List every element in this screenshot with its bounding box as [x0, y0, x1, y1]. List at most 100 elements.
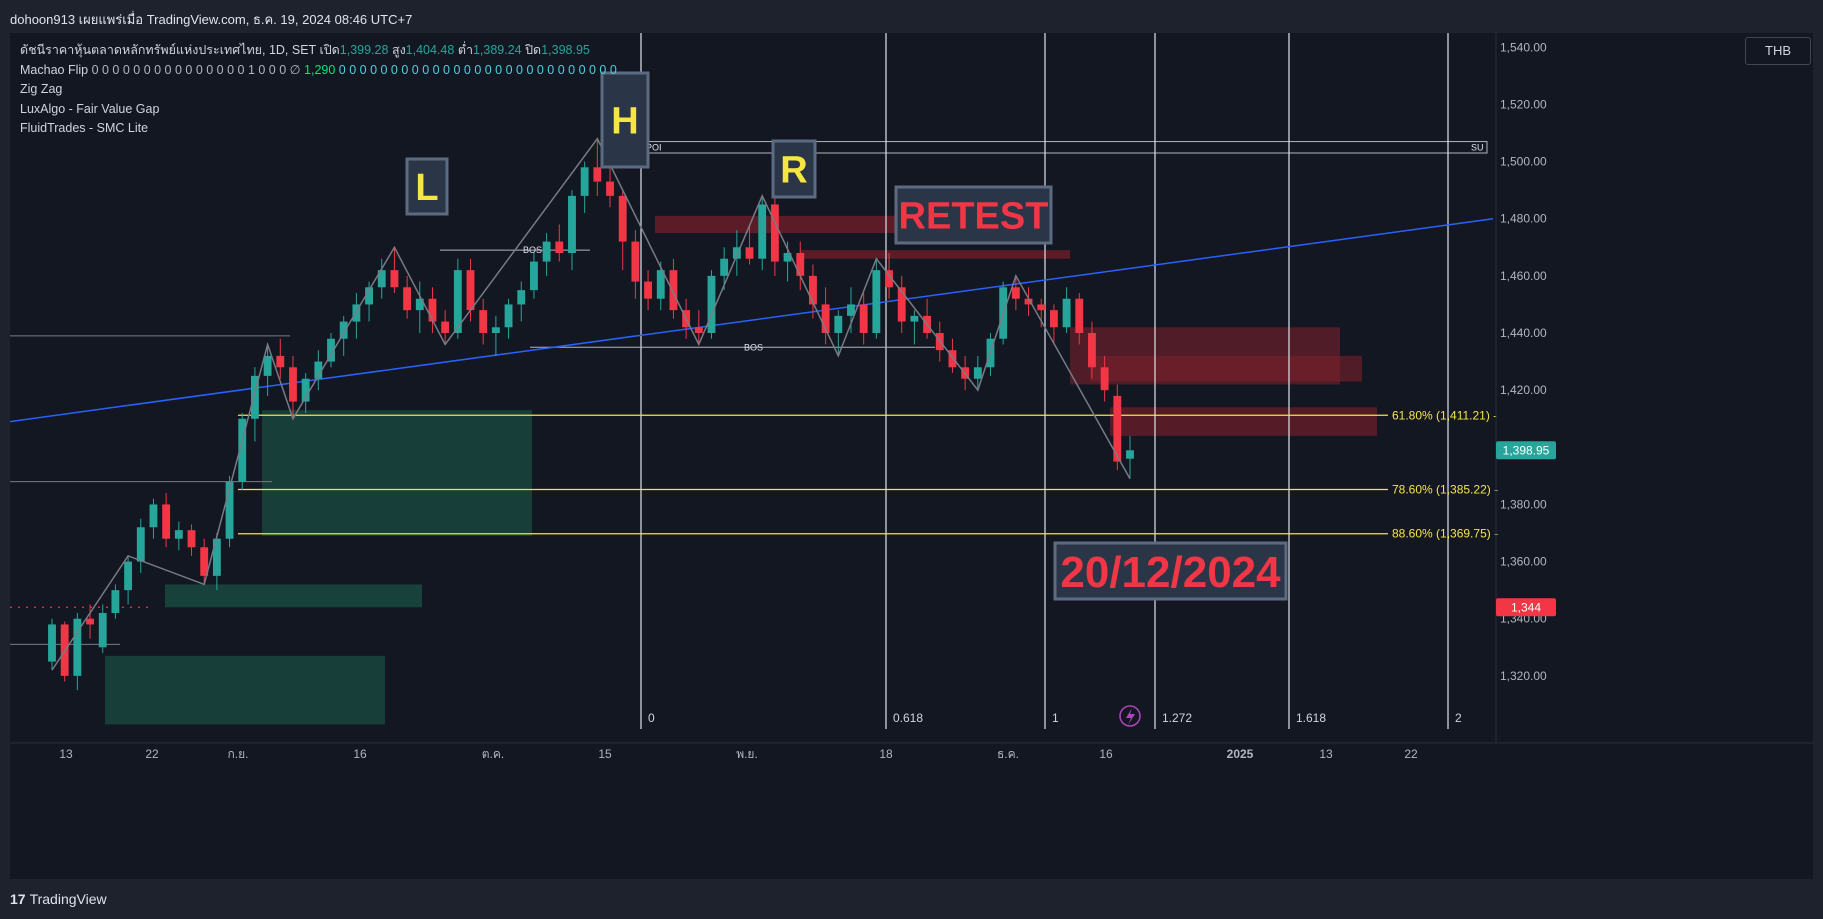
price-tick-label: 1,320.00: [1500, 669, 1547, 683]
poi-zone: [641, 141, 1488, 154]
low-value: 1,389.24: [472, 43, 522, 57]
lightning-icon: [1119, 705, 1141, 727]
candle-body: [403, 287, 412, 311]
candle-body: [263, 355, 272, 376]
price-tick-label: 1,480.00: [1500, 212, 1547, 226]
candle-body: [1011, 287, 1020, 299]
candle-body: [973, 367, 982, 379]
candle-body: [783, 253, 792, 262]
time-tick-label: ต.ค.: [482, 747, 505, 761]
annotation-l-box: [405, 157, 449, 216]
time-tick-label: 22: [1404, 747, 1418, 761]
candle-body: [491, 327, 500, 333]
machao-highlight: 1,290: [304, 62, 336, 77]
candle-body: [453, 270, 462, 333]
candle-body: [98, 613, 107, 648]
candle-body: [136, 527, 145, 562]
bos-label: BOS: [523, 245, 542, 255]
candle-body: [1088, 333, 1096, 368]
fib-time-label: 0.618: [893, 711, 923, 725]
candle-body: [529, 261, 538, 291]
fib-time-label: 1: [1052, 711, 1059, 725]
annotation-retest-box: [894, 185, 1053, 245]
chart-panel[interactable]: 0 0.618 1 1.272 1.618 2 61.80% (1,411.21) - 78…: [10, 33, 1813, 879]
candle-body: [707, 275, 716, 333]
legend-indicator-machao[interactable]: Machao Flip 0 0 0 0 0 0 0 0 0 0 0 0 0 0 …: [20, 61, 617, 81]
candle-body: [809, 275, 817, 305]
candle-body: [415, 298, 424, 311]
fib-time-lines: 0 0.618 1 1.272 1.618 2: [640, 33, 1462, 729]
time-tick-label: พ.ย.: [736, 747, 758, 761]
candle-body: [441, 321, 450, 333]
close-label: ปิด: [525, 43, 542, 57]
demand-zone: [262, 410, 532, 536]
candle-body: [1062, 298, 1071, 328]
candle-body: [1049, 310, 1058, 328]
open-value: 1,399.28: [339, 43, 389, 57]
candle-body: [542, 241, 551, 262]
open-label: เปิด: [319, 43, 340, 57]
fib-time-label: 1.618: [1296, 711, 1326, 725]
candle-body: [250, 375, 259, 419]
candle-body: [238, 418, 247, 482]
candle-body: [847, 304, 855, 316]
candlestick-chart[interactable]: 0 0.618 1 1.272 1.618 2 61.80% (1,411.21) - 78…: [10, 33, 1813, 879]
candle-body: [758, 204, 767, 259]
marker-price-label: 1,344: [1511, 600, 1541, 614]
tradingview-logo[interactable]: 17 TradingView: [10, 891, 107, 907]
candle-body: [212, 538, 221, 576]
logo-mark-icon: 17: [10, 891, 26, 907]
candle-body: [745, 247, 754, 259]
candle-body: [910, 315, 919, 322]
time-axis: 13 22 ก.ย. 16 ต.ค. 15 พ.ย. 18 ธ.ค. 16 2025 13 22: [10, 742, 1813, 761]
candle-body: [86, 618, 94, 625]
candle-body: [593, 167, 602, 182]
symbol-title: ดัชนีราคาหุ้นตลาดหลักทรัพย์แห่งประเทศไทย…: [20, 43, 316, 57]
zigzag-layer: [51, 137, 1131, 671]
high-label: สูง: [391, 43, 406, 57]
candle-body: [770, 204, 779, 262]
legend-symbol-row[interactable]: ดัชนีราคาหุ้นตลาดหลักทรัพย์แห่งประเทศไทย…: [20, 41, 617, 61]
annotation-retest-text: RETEST: [899, 196, 1049, 238]
last-price-label: 1,398.95: [1503, 443, 1550, 457]
candle-body: [327, 338, 335, 362]
candle-body: [644, 281, 653, 299]
candle-body: [111, 590, 120, 613]
candle-body: [1075, 298, 1084, 333]
candle-body: [872, 270, 881, 333]
candle-body: [339, 321, 348, 339]
su-label: SU: [1471, 142, 1484, 152]
price-tick-label: 1,440.00: [1500, 326, 1547, 340]
currency-button[interactable]: THB: [1745, 37, 1811, 65]
fib-time-label: 1.272: [1162, 711, 1192, 725]
candle-body: [694, 327, 703, 333]
legend-indicator-zigzag[interactable]: Zig Zag: [20, 82, 63, 96]
fib-level-label: 88.60% (1,369.75) -: [1392, 527, 1498, 541]
candle-body: [174, 530, 183, 539]
time-tick-label: 13: [59, 747, 73, 761]
candle-body: [200, 547, 209, 576]
legend-indicator-fvg[interactable]: LuxAlgo - Fair Value Gap: [20, 101, 160, 116]
candle-body: [1113, 395, 1122, 462]
indicator-name: Machao Flip: [20, 62, 89, 77]
annotation-date-text: 20/12/2024: [1060, 548, 1281, 597]
annotation-date-box: [1053, 541, 1288, 601]
candle-body: [517, 290, 526, 305]
candle-body: [669, 270, 678, 311]
candle-body: [187, 530, 196, 548]
poi-label: POI: [646, 142, 662, 152]
publish-header: dohoon913 เผยแพร่เมื่อ TradingView.com, …: [0, 0, 1823, 33]
candle-body: [377, 270, 386, 288]
machao-values: 0 0 0 0 0 0 0 0 0 0 0 0 0 0 0 1 0 0 0 ∅: [91, 62, 301, 77]
bos-label: BOS: [744, 342, 763, 352]
legend-indicator-smc[interactable]: FluidTrades - SMC Lite: [20, 121, 149, 135]
annotation-l-text: L: [415, 167, 438, 209]
logo-text: TradingView: [29, 891, 107, 907]
candle-body: [834, 315, 843, 333]
candle-body: [225, 481, 234, 539]
annotation-h-box: [600, 71, 650, 169]
candle-body: [568, 195, 576, 253]
fib-time-label: 0: [648, 711, 655, 725]
candle-body: [466, 270, 475, 311]
lightning-icon: [1126, 708, 1135, 725]
